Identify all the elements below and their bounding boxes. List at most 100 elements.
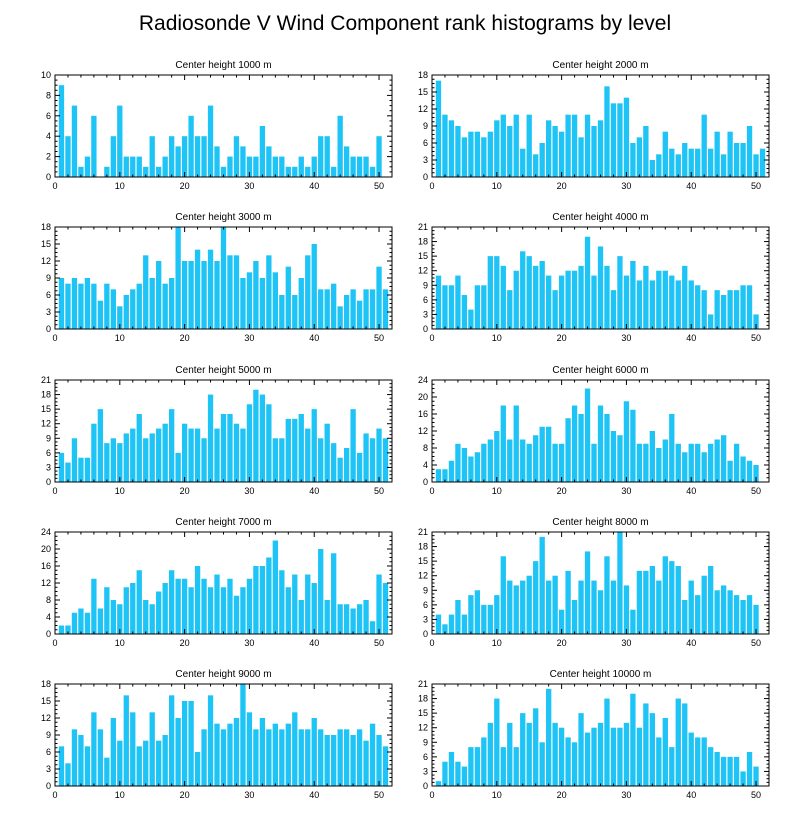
bar <box>285 418 291 482</box>
x-tick-label: 20 <box>180 486 190 496</box>
bar <box>558 131 565 177</box>
bar <box>701 114 707 177</box>
bar <box>382 583 389 634</box>
bar <box>376 136 382 177</box>
bar <box>753 314 759 329</box>
bar <box>337 729 343 786</box>
y-tick-label: 21 <box>41 375 51 385</box>
bar <box>318 729 324 786</box>
panel-title: Center height 2000 m <box>552 60 648 71</box>
bar <box>669 747 675 786</box>
bar <box>695 737 701 786</box>
bar <box>58 85 65 177</box>
bar <box>253 566 259 634</box>
bar <box>350 289 356 329</box>
bar <box>259 394 266 482</box>
bar <box>343 146 350 177</box>
x-tick-label: 30 <box>244 790 254 800</box>
bar <box>311 583 317 634</box>
y-tick-label: 0 <box>423 477 428 487</box>
bar <box>468 456 474 482</box>
bar <box>604 556 610 634</box>
bar <box>279 156 285 177</box>
y-tick-label: 10 <box>41 70 51 80</box>
bar <box>78 608 84 634</box>
bar <box>746 460 753 482</box>
bar <box>117 306 123 329</box>
panel-title: Center height 9000 m <box>175 669 271 680</box>
bar <box>500 405 506 482</box>
bar <box>520 439 526 482</box>
bar <box>675 566 681 634</box>
bar <box>662 556 668 634</box>
y-tick-label: 8 <box>46 90 51 100</box>
bar <box>733 143 740 177</box>
bar <box>714 131 720 177</box>
bar <box>369 166 376 177</box>
panel-1: Center height 1000 m 0 2 4 6 8 10 0 10 20 30 40 50 <box>41 60 393 191</box>
panel-3: Center height 3000 m 0 3 6 9 12 15 18 0 10 20 30 40 5… <box>41 212 393 343</box>
y-tick-label: 8 <box>423 443 428 453</box>
x-tick-label: 40 <box>309 638 319 648</box>
bar <box>558 443 565 482</box>
bar <box>578 580 584 634</box>
x-tick-label: 50 <box>751 486 761 496</box>
bar <box>481 137 487 177</box>
bar <box>65 625 71 634</box>
bar <box>604 698 610 786</box>
bar <box>539 143 545 177</box>
bar <box>520 580 526 634</box>
bar <box>546 580 552 634</box>
bar <box>708 314 714 329</box>
y-tick-label: 15 <box>418 708 428 718</box>
bar <box>71 278 78 329</box>
bar <box>552 290 558 329</box>
bar <box>104 166 110 177</box>
bar <box>526 575 532 634</box>
bar <box>130 289 136 329</box>
bar <box>507 126 513 177</box>
x-tick-label: 50 <box>751 638 761 648</box>
bar <box>363 600 369 634</box>
bar <box>494 120 500 177</box>
y-tick-label: 8 <box>46 595 51 605</box>
bar <box>481 443 487 482</box>
bar <box>481 285 487 329</box>
bar <box>526 114 532 177</box>
x-tick-label: 0 <box>52 486 57 496</box>
y-tick-label: 3 <box>423 155 428 165</box>
bar <box>695 285 701 329</box>
bar <box>65 136 71 177</box>
bar <box>513 747 519 786</box>
bar <box>175 146 181 177</box>
bar <box>500 556 506 634</box>
bar <box>740 143 746 177</box>
bar <box>298 729 304 786</box>
panel-7: Center height 7000 m 0 4 8 12 16 20 24 0 10 20 30 40… <box>41 517 393 648</box>
bar <box>227 723 233 786</box>
x-tick-label: 20 <box>180 181 190 191</box>
bar <box>617 256 623 329</box>
y-tick-label: 24 <box>41 527 51 537</box>
bar <box>240 278 246 329</box>
bar <box>656 154 662 177</box>
bar <box>285 266 291 329</box>
bar <box>156 166 162 177</box>
bar <box>740 456 746 482</box>
figure-title: Radiosonde V Wind Component rank histogr… <box>139 12 671 35</box>
bar <box>597 120 604 177</box>
bar <box>123 156 129 177</box>
bar <box>272 438 278 482</box>
y-tick-label: 9 <box>46 730 51 740</box>
bar <box>591 580 597 634</box>
y-tick-label: 6 <box>423 295 428 305</box>
bar <box>539 261 545 329</box>
y-tick-label: 12 <box>418 426 428 436</box>
y-tick-label: 20 <box>418 392 428 402</box>
y-tick-label: 21 <box>418 222 428 232</box>
bar <box>188 261 194 329</box>
bar <box>149 433 155 482</box>
bar <box>584 388 591 482</box>
bar <box>708 566 714 634</box>
bar <box>714 439 720 482</box>
